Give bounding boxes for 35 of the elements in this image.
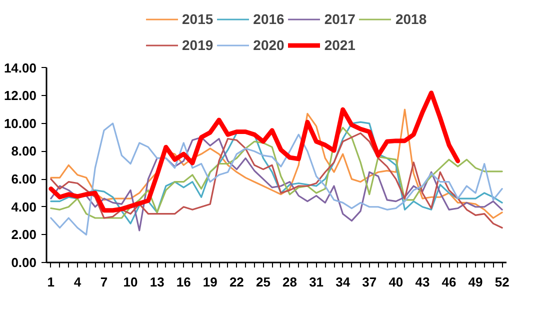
x-tick-label: 52 (494, 274, 510, 290)
x-tick-label: 34 (336, 274, 351, 290)
x-tick-label: 25 (256, 274, 270, 290)
x-tick-label: 10 (123, 274, 138, 290)
legend-label: 2016 (253, 11, 284, 27)
x-tick-label: 43 (415, 274, 430, 290)
x-tick-label: 40 (388, 274, 404, 290)
x-tick-label: 22 (229, 274, 244, 290)
x-tick-label: 1 (47, 274, 55, 290)
line-series (48, 90, 460, 213)
legend-label: 2020 (253, 37, 284, 53)
y-tick-label: 2.00 (11, 227, 37, 242)
x-tick-label: 19 (202, 274, 218, 290)
x-tick-label: 31 (309, 274, 324, 290)
x-tick-label: 4 (74, 274, 82, 290)
legend-label: 2019 (182, 37, 214, 53)
x-tick-label: 16 (176, 274, 191, 290)
legend-label: 2015 (182, 11, 214, 27)
x-tick-label: 46 (442, 274, 456, 290)
x-tick-label: 49 (468, 274, 483, 290)
y-tick-label: 12.00 (4, 88, 37, 104)
y-tick-label: 4.00 (11, 199, 37, 214)
legend-label: 2021 (324, 37, 356, 53)
y-tick-label: 8.00 (11, 144, 37, 159)
y-tick-label: 14.00 (4, 60, 37, 76)
x-tick-label: 28 (282, 274, 298, 290)
x-tick-label: 37 (362, 274, 377, 290)
legend-label: 2018 (395, 11, 427, 27)
y-tick-label: 0.00 (11, 255, 37, 270)
line-series (50, 108, 503, 219)
x-tick-label: 7 (100, 274, 108, 290)
legend-label: 2017 (324, 11, 356, 27)
x-tick-label: 13 (150, 274, 164, 290)
y-tick-label: 6.00 (11, 172, 37, 187)
y-tick-label: 10.00 (4, 116, 37, 131)
